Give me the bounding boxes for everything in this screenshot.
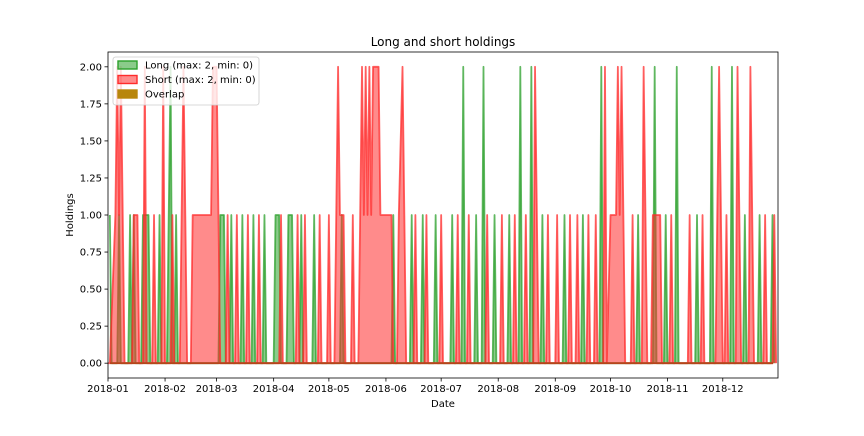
x-tick-label: 2018-12 xyxy=(702,384,744,395)
legend-swatch-overlap xyxy=(117,89,138,99)
x-tick-label: 2018-04 xyxy=(253,384,295,395)
legend-label-overlap: Overlap xyxy=(145,90,184,101)
x-tick-label: 2018-03 xyxy=(196,384,238,395)
y-tick-label: 1.25 xyxy=(80,173,102,184)
series-areas xyxy=(108,65,778,365)
x-tick-label: 2018-07 xyxy=(420,384,462,395)
axes: 0.00 0.25 0.50 0.75 1.00 1.25 1.50 1.75 2.00 2018… xyxy=(80,51,779,395)
legend: Long (max: 2, min: 0) Short (max: 2, min:… xyxy=(112,56,260,106)
x-axis-title: Date xyxy=(431,399,455,410)
legend-swatch-long xyxy=(117,60,138,70)
chart-title: Long and short holdings xyxy=(371,35,516,49)
y-tick-label: 1.75 xyxy=(80,99,102,110)
y-tick-label: 0.50 xyxy=(80,285,102,296)
legend-swatch-short xyxy=(117,74,138,85)
x-tick-label: 2018-08 xyxy=(477,384,519,395)
y-axis-title: Holdings xyxy=(65,193,76,236)
legend-box xyxy=(112,56,260,106)
x-tick-label: 2018-11 xyxy=(647,384,689,395)
x-tick-label: 2018-06 xyxy=(365,384,407,395)
x-tick-label: 2018-10 xyxy=(590,384,632,395)
y-tick-label: 0.00 xyxy=(80,359,102,370)
y-tick-label: 2.00 xyxy=(80,62,102,73)
x-tick-label: 2018-01 xyxy=(87,384,129,395)
legend-label-short: Short (max: 2, min: 0) xyxy=(145,75,256,86)
y-tick-label: 1.50 xyxy=(80,136,102,147)
series-area-long xyxy=(109,66,775,364)
x-tick-label: 2018-02 xyxy=(144,384,186,395)
y-tick-label: 0.25 xyxy=(80,322,102,333)
y-tick-label: 0.75 xyxy=(80,248,102,259)
x-tick-label: 2018-05 xyxy=(308,384,350,395)
x-tick-label: 2018-09 xyxy=(534,384,576,395)
y-tick-label: 1.00 xyxy=(80,211,102,222)
legend-label-long: Long (max: 2, min: 0) xyxy=(145,61,253,72)
